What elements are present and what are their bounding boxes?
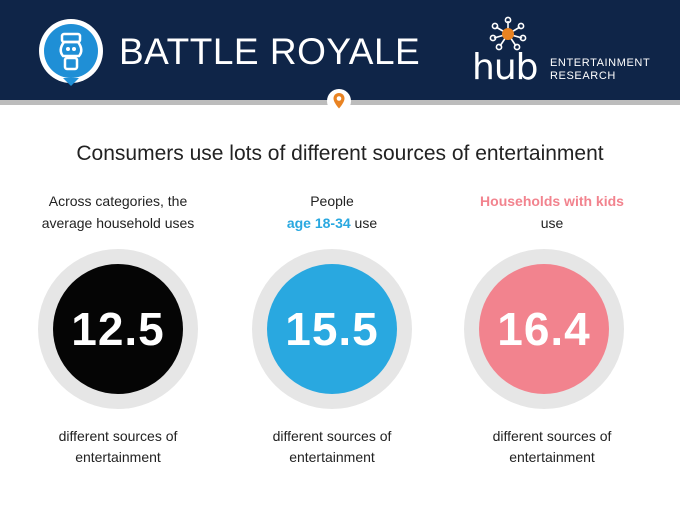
stat-ring: 15.5 [252, 249, 412, 409]
stat-outro-line2: entertainment [75, 449, 161, 465]
stat-intro: Households with kids use [442, 190, 662, 234]
hub-logo-line2: RESEARCH [550, 70, 616, 82]
stat-value-disc: 12.5 [53, 264, 183, 394]
stat-intro-after: use [350, 215, 378, 231]
joystick-badge-icon [39, 19, 103, 86]
stat-outro-line2: entertainment [509, 449, 595, 465]
hub-logo-subtitle: ENTERTAINMENT RESEARCH [550, 57, 650, 83]
location-pin-icon [327, 89, 351, 113]
stat-intro-highlight: age 18-34 [286, 215, 351, 231]
stat-intro-line2: average household uses [41, 215, 195, 231]
hub-network-logo-icon [489, 16, 527, 51]
stat-value-disc: 16.4 [479, 264, 609, 394]
stat-outro-line2: entertainment [289, 449, 375, 465]
stat-outro-line1: different sources of [58, 428, 178, 444]
stat-value-disc: 15.5 [267, 264, 397, 394]
stat-intro-line2: use [540, 215, 564, 231]
stat-intro-line2: age 18-34 use [222, 212, 442, 234]
stat-intro: Across categories, the average household… [8, 190, 228, 234]
stat-outro: different sources of entertainment [442, 426, 662, 468]
stat-outro-line1: different sources of [492, 428, 612, 444]
hub-logo-wordmark: hub [472, 47, 538, 88]
stat-intro-highlight: Households with kids [480, 193, 624, 209]
stat-ring: 16.4 [464, 249, 624, 409]
stat-intro-line1: Across categories, the [48, 193, 188, 209]
hub-logo-line1: ENTERTAINMENT [550, 57, 651, 69]
stat-intro: People age 18-34 use [222, 190, 442, 234]
stat-outro: different sources of entertainment [222, 426, 442, 468]
stat-ring: 12.5 [38, 249, 198, 409]
stat-outro-line1: different sources of [272, 428, 392, 444]
stat-intro-line1: People [310, 193, 354, 209]
page-title: BATTLE ROYALE [119, 31, 421, 72]
header-banner: BATTLE ROYALE hub ENTERTAINMENT RESEARCH [0, 0, 680, 100]
stat-outro: different sources of entertainment [8, 426, 228, 468]
section-heading: Consumers use lots of different sources … [76, 142, 604, 165]
